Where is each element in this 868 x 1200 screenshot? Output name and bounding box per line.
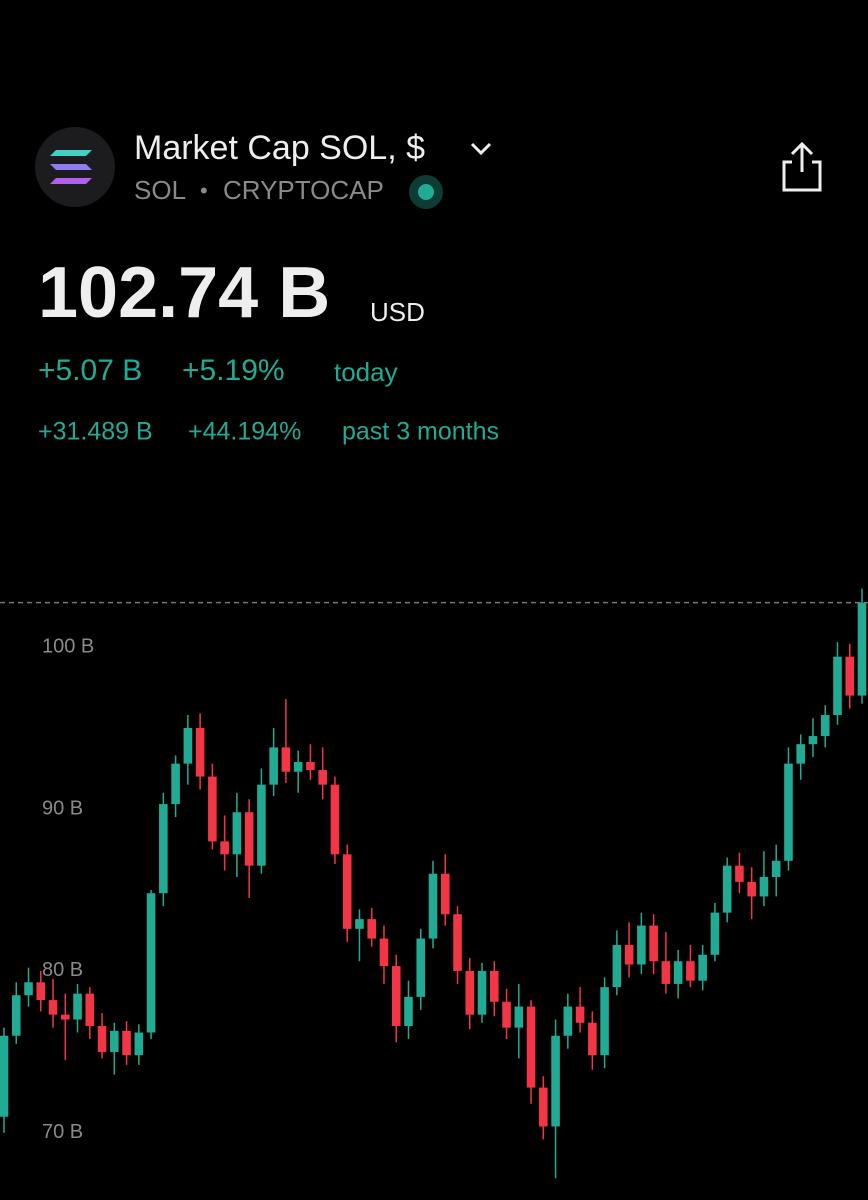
currency: USD <box>370 297 425 327</box>
share-button[interactable] <box>782 141 822 192</box>
candle-body <box>195 727 205 777</box>
candle-body <box>48 1000 58 1015</box>
candle-body <box>183 727 193 764</box>
candle-body <box>735 865 744 882</box>
change-period-pct: +44.194% <box>188 418 301 446</box>
candle-body <box>759 877 769 897</box>
candle-body <box>73 993 82 1020</box>
candle-body <box>539 1087 548 1127</box>
candle-body <box>526 1006 536 1088</box>
candle-body <box>318 770 327 785</box>
candle-body <box>281 747 291 772</box>
candle-body <box>36 982 46 1001</box>
candle-body <box>845 656 855 696</box>
candle-body <box>85 993 95 1027</box>
candle-body <box>710 912 720 955</box>
price: 102.74 B <box>38 253 330 333</box>
separator: • <box>200 178 208 203</box>
candle-body <box>612 945 622 988</box>
y-tick-label: 90 B <box>42 797 83 819</box>
candle-body <box>97 1026 107 1052</box>
candle-body <box>171 763 180 805</box>
status-dot <box>418 184 434 200</box>
dropdown-icon[interactable] <box>470 142 492 156</box>
candle-body <box>0 1035 9 1117</box>
candle-body <box>649 925 658 962</box>
candle-body <box>440 873 450 915</box>
candle-body <box>220 841 229 855</box>
exchange: CRYPTOCAP <box>223 175 384 205</box>
candle-body <box>575 1006 585 1023</box>
candle-body <box>232 812 242 855</box>
candle-body <box>833 656 842 716</box>
candle-body <box>514 1006 524 1028</box>
candle-body <box>808 736 818 745</box>
candle-body <box>428 873 438 939</box>
title[interactable]: Market Cap SOL, $ <box>134 129 425 167</box>
candle-body <box>624 945 634 965</box>
candle-body <box>722 865 732 913</box>
candle-body <box>367 919 377 939</box>
candle-body <box>306 761 315 771</box>
y-tick-label: 70 B <box>42 1121 83 1143</box>
candle-body <box>502 1001 511 1028</box>
candle-body <box>477 970 487 1015</box>
candle-body <box>771 860 781 878</box>
today-label: today <box>334 357 398 387</box>
candle-body <box>637 925 646 965</box>
candle-body <box>416 938 426 997</box>
candle-body <box>698 954 707 981</box>
candle-body <box>796 744 806 764</box>
candle-body <box>747 881 756 897</box>
candle-body <box>159 804 168 894</box>
candle-body <box>11 995 21 1036</box>
symbol: SOL <box>134 175 186 205</box>
candle-body <box>330 784 340 855</box>
candle-body <box>391 966 401 1027</box>
candle-body <box>784 763 793 861</box>
candle-body <box>379 938 389 967</box>
logo <box>35 127 115 207</box>
candle-body <box>857 602 867 696</box>
change-today-pct: +5.19% <box>182 354 285 387</box>
candle-body <box>24 982 33 996</box>
candle-body <box>820 715 830 737</box>
candle-body <box>551 1035 560 1127</box>
candle-body <box>453 914 462 971</box>
candle-body <box>342 854 352 929</box>
candle-body <box>686 961 695 981</box>
candle-body <box>269 747 278 785</box>
candle-body <box>293 761 303 772</box>
candle-body <box>661 961 671 984</box>
y-tick-label: 80 B <box>42 959 83 981</box>
y-tick-label: 100 B <box>42 635 94 657</box>
candle-body <box>404 996 413 1027</box>
candle-body <box>588 1022 597 1056</box>
candle-body <box>60 1014 70 1020</box>
period-label: past 3 months <box>342 418 499 446</box>
change-today: +5.07 B <box>38 354 142 387</box>
candle-body <box>563 1006 573 1036</box>
candle-body <box>489 970 499 1002</box>
candle-body <box>465 970 475 1015</box>
candle-body <box>355 919 364 929</box>
candle-body <box>146 893 156 1033</box>
candle-body <box>122 1030 131 1056</box>
change-period: +31.489 B <box>38 418 153 446</box>
candle-body <box>134 1032 144 1056</box>
candle-body <box>600 987 609 1056</box>
candle-body <box>110 1030 119 1052</box>
candle-body <box>208 776 217 842</box>
candle-body <box>257 784 266 866</box>
candle-body <box>244 812 254 866</box>
candle-body <box>673 961 683 984</box>
